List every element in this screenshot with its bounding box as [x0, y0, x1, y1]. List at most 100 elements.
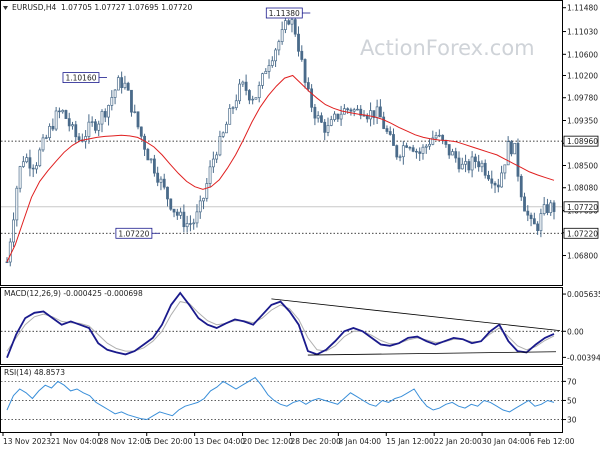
rsi-layer: 70 50 30 — [1, 376, 577, 425]
candle — [329, 115, 333, 127]
candle — [457, 151, 461, 173]
candle — [339, 105, 343, 126]
candle — [523, 192, 526, 212]
candle — [477, 154, 481, 172]
price-tick-label: 1.11030 — [567, 28, 598, 37]
candle — [228, 104, 232, 125]
candle — [231, 106, 235, 115]
candle — [493, 181, 497, 194]
candle — [48, 123, 51, 141]
time-tick-label: 13 Nov 2023 — [3, 437, 51, 446]
time-tick-label: 21 Nov 04:00 — [51, 437, 102, 446]
rsi-tick-label: 30 — [567, 416, 577, 425]
candle — [130, 89, 133, 117]
candle — [113, 88, 117, 105]
candle — [8, 238, 12, 267]
candle — [467, 158, 471, 174]
candle — [218, 130, 222, 157]
candle — [487, 170, 490, 181]
candle — [51, 118, 55, 132]
price-annotation-text: 1.10160 — [65, 74, 96, 83]
candle — [287, 18, 291, 26]
candle — [247, 89, 251, 105]
candle — [359, 105, 363, 120]
macd-tick-label: -0.003949 — [567, 353, 600, 362]
candle — [297, 26, 300, 57]
price-tick-label: 1.08500 — [567, 162, 598, 171]
candle — [503, 164, 507, 180]
macd-upper-trendline — [271, 298, 561, 332]
candle — [392, 128, 395, 146]
candle — [175, 208, 179, 220]
price-annotations: 1.10160 1.11380 1.07220 — [62, 7, 311, 239]
candle — [326, 117, 330, 137]
candle — [254, 97, 258, 100]
candle — [460, 157, 464, 170]
candle — [44, 134, 48, 140]
current-price-text: 1.07720 — [567, 203, 598, 212]
candle — [539, 208, 543, 238]
candle — [77, 133, 81, 143]
candle — [90, 116, 94, 127]
candle — [156, 166, 160, 187]
candle — [490, 170, 494, 189]
candle — [94, 119, 97, 134]
rsi-label: RSI(14) 48.8573 — [4, 368, 65, 377]
level-label-text: 1.08960 — [567, 137, 598, 146]
candle — [238, 78, 241, 105]
candle — [162, 173, 166, 190]
candle — [179, 207, 182, 219]
candle — [549, 199, 553, 216]
candle — [74, 120, 78, 144]
candle — [192, 218, 196, 230]
macd-tick-label: 0.00 — [567, 327, 584, 336]
current-price-label: 1.07720 — [563, 201, 599, 213]
level-label: 1.08960 — [563, 135, 599, 147]
candle — [244, 74, 248, 96]
candle — [421, 144, 425, 160]
candle — [110, 90, 114, 111]
candle — [369, 102, 372, 127]
candle — [529, 212, 533, 227]
candle — [25, 153, 29, 164]
price-annotation: 1.10160 — [62, 72, 107, 84]
candle — [500, 165, 503, 188]
price-tick-label: 1.09780 — [567, 94, 598, 103]
candle — [352, 107, 356, 117]
price-header: EURUSD,H4 1.07705 1.07727 1.07695 1.0772… — [3, 3, 192, 12]
candle — [280, 21, 284, 45]
candle — [303, 58, 307, 89]
candle — [21, 156, 25, 168]
candle — [31, 164, 35, 178]
candle — [126, 81, 130, 91]
candle — [166, 186, 169, 207]
candle — [300, 45, 304, 62]
candle — [506, 136, 510, 166]
candle — [38, 147, 42, 168]
price-tick-label: 1.06800 — [567, 252, 598, 261]
candle — [136, 111, 140, 130]
candle — [546, 198, 549, 216]
rsi-panel — [0, 366, 563, 433]
time-tick-label: 22 Jan 20:00 — [434, 437, 482, 446]
candle — [333, 111, 336, 122]
candle — [320, 112, 323, 123]
candle — [434, 131, 438, 140]
price-panel — [0, 0, 563, 286]
candle — [116, 75, 120, 91]
candle — [349, 107, 353, 116]
candle — [382, 111, 386, 130]
price-tick-label: 1.11480 — [567, 4, 598, 13]
collapse-triangle-icon[interactable] — [3, 6, 8, 10]
level-label: 1.07220 — [563, 227, 599, 239]
candle — [526, 205, 530, 222]
macd-label: MACD(12,26,9) -0.000425 -0.000698 — [4, 289, 143, 298]
candle — [408, 146, 412, 151]
candle — [483, 159, 487, 179]
candle — [379, 99, 382, 118]
candle — [71, 121, 74, 130]
candle — [169, 198, 173, 211]
candle — [54, 106, 58, 132]
time-tick-label: 6 Feb 12:00 — [530, 437, 575, 446]
candle — [437, 129, 441, 138]
